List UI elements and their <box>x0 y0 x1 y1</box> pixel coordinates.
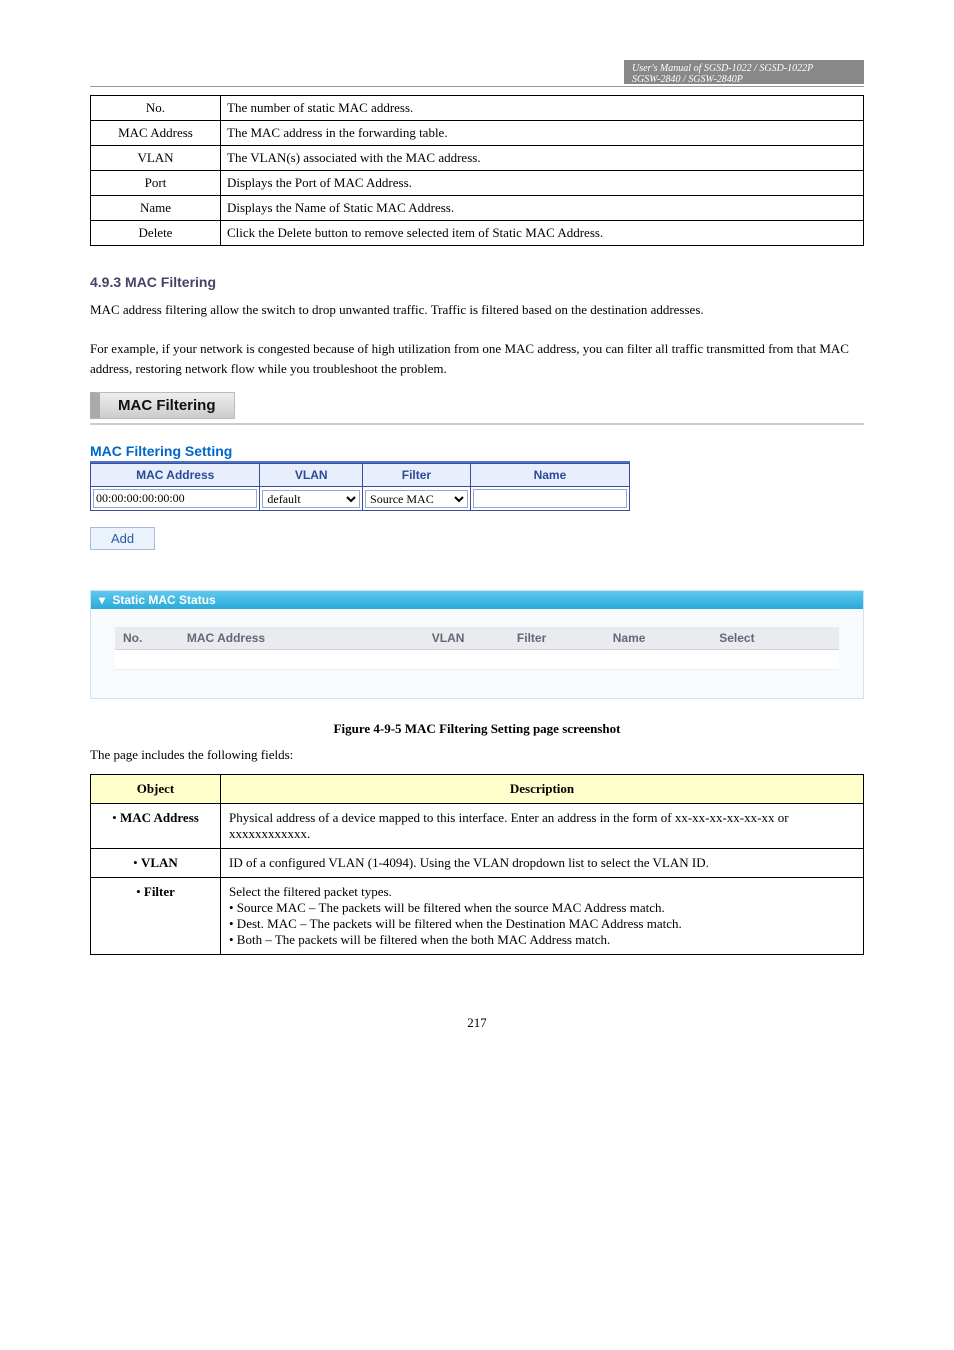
ref-label: VLAN <box>91 146 221 171</box>
ref-label: MAC Address <box>91 121 221 146</box>
ref-desc: The number of static MAC address. <box>221 96 864 121</box>
manual-title: User's Manual of SGSD-1022 / SGSD-1022P … <box>624 60 864 84</box>
tab-mac-filtering: MAC Filtering <box>90 392 235 419</box>
ref-desc: The MAC address in the forwarding table. <box>221 121 864 146</box>
add-button[interactable]: Add <box>90 527 155 550</box>
status-col-header: VLAN <box>424 627 509 650</box>
input-col-header: VLAN <box>260 464 363 487</box>
subheading-mac-filtering-setting: MAC Filtering Setting <box>90 443 630 463</box>
collapse-icon: ▾ <box>99 593 105 607</box>
ref-desc: The VLAN(s) associated with the MAC addr… <box>221 146 864 171</box>
screenshot-divider <box>90 423 864 425</box>
status-col-header: MAC Address <box>179 627 424 650</box>
desc-header-object: Object <box>91 775 221 804</box>
desc-description: Physical address of a device mapped to t… <box>221 804 864 849</box>
name-input[interactable] <box>473 489 627 508</box>
status-col-header: Select <box>711 627 839 650</box>
status-col-header: Filter <box>509 627 605 650</box>
input-col-header: Name <box>470 464 629 487</box>
status-col-header: No. <box>115 627 179 650</box>
desc-header-description: Description <box>221 775 864 804</box>
ref-label: Delete <box>91 221 221 246</box>
desc-intro: The page includes the following fields: <box>90 745 864 765</box>
ref-label: No. <box>91 96 221 121</box>
filter-select[interactable]: Source MAC <box>365 490 468 508</box>
static-mac-status-table: No.MAC AddressVLANFilterNameSelect <box>115 627 839 670</box>
description-table: Object Description • MAC AddressPhysical… <box>90 774 864 955</box>
desc-object: • MAC Address <box>91 804 221 849</box>
ref-label: Port <box>91 171 221 196</box>
vlan-select[interactable]: default <box>262 490 360 508</box>
section-paragraph: MAC address filtering allow the switch t… <box>90 300 864 378</box>
header-rule <box>90 86 864 87</box>
mac-filter-input-table: MAC AddressVLANFilterName default Source … <box>90 463 630 511</box>
input-col-header: MAC Address <box>91 464 260 487</box>
input-col-header: Filter <box>363 464 471 487</box>
desc-object: • VLAN <box>91 849 221 878</box>
ref-desc: Displays the Name of Static MAC Address. <box>221 196 864 221</box>
reference-table: No.The number of static MAC address.MAC … <box>90 95 864 246</box>
figure-caption: Figure 4-9-5 MAC Filtering Setting page … <box>90 719 864 739</box>
ui-screenshot: MAC Filtering MAC Filtering Setting MAC … <box>90 392 864 699</box>
page-number: 217 <box>90 1015 864 1031</box>
desc-description: Select the filtered packet types. • Sour… <box>221 878 864 955</box>
ref-desc: Displays the Port of MAC Address. <box>221 171 864 196</box>
section-heading: 4.9.3 MAC Filtering <box>90 274 864 290</box>
status-col-header: Name <box>605 627 711 650</box>
panel-title: Static MAC Status <box>112 593 215 607</box>
desc-description: ID of a configured VLAN (1-4094). Using … <box>221 849 864 878</box>
mac-address-input[interactable] <box>93 489 257 508</box>
ref-label: Name <box>91 196 221 221</box>
desc-object: • Filter <box>91 878 221 955</box>
ref-desc: Click the Delete button to remove select… <box>221 221 864 246</box>
panel-header[interactable]: ▾ Static MAC Status <box>91 591 863 609</box>
static-mac-status-panel: ▾ Static MAC Status No.MAC AddressVLANFi… <box>90 590 864 699</box>
